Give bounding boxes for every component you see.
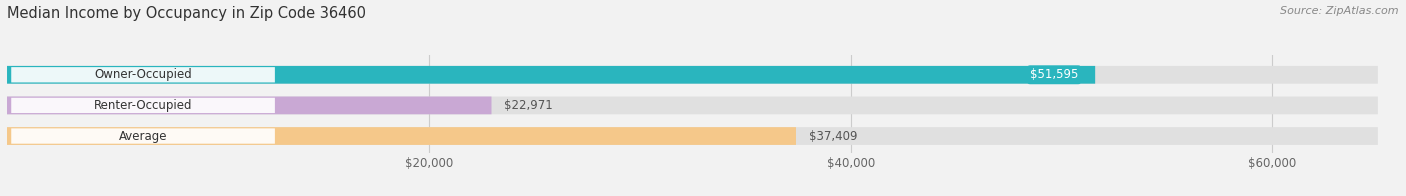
- FancyBboxPatch shape: [11, 67, 274, 83]
- FancyBboxPatch shape: [7, 127, 1378, 145]
- FancyBboxPatch shape: [7, 97, 492, 114]
- Text: $51,595: $51,595: [1031, 68, 1078, 81]
- Text: Owner-Occupied: Owner-Occupied: [94, 68, 193, 81]
- FancyBboxPatch shape: [11, 98, 274, 113]
- FancyBboxPatch shape: [7, 66, 1378, 84]
- FancyBboxPatch shape: [7, 127, 796, 145]
- Text: Source: ZipAtlas.com: Source: ZipAtlas.com: [1281, 6, 1399, 16]
- Text: $37,409: $37,409: [808, 130, 858, 142]
- Text: Average: Average: [120, 130, 167, 142]
- Text: $22,971: $22,971: [505, 99, 553, 112]
- FancyBboxPatch shape: [7, 66, 1095, 84]
- FancyBboxPatch shape: [7, 97, 1378, 114]
- FancyBboxPatch shape: [11, 128, 274, 144]
- Text: Renter-Occupied: Renter-Occupied: [94, 99, 193, 112]
- Text: Median Income by Occupancy in Zip Code 36460: Median Income by Occupancy in Zip Code 3…: [7, 6, 366, 21]
